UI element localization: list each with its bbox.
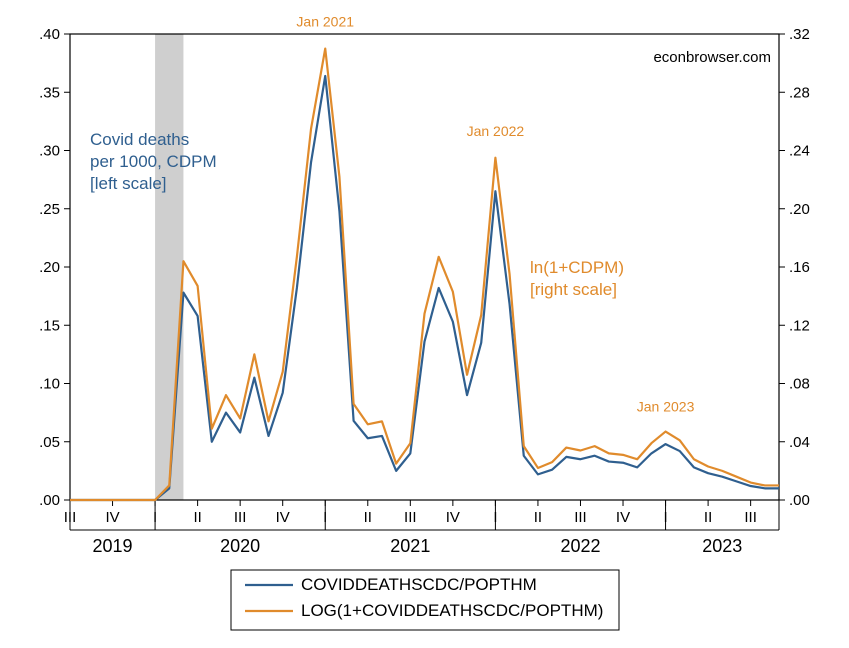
ytick-right-label: .04 xyxy=(789,434,810,451)
xtick-label: II xyxy=(193,509,201,526)
ytick-left-label: .10 xyxy=(39,376,60,393)
ytick-right-label: .16 xyxy=(789,259,810,276)
ytick-left-label: .30 xyxy=(39,143,60,160)
ytick-left-label: .15 xyxy=(39,317,60,334)
ytick-right-label: .00 xyxy=(789,492,810,509)
recession-band xyxy=(155,34,183,500)
xtick-label: IV xyxy=(616,509,630,526)
xtick-label: IV xyxy=(105,509,119,526)
xtick-label: III xyxy=(744,509,757,526)
peak-label: Jan 2022 xyxy=(467,123,525,139)
left-scale-label: per 1000, CDPM xyxy=(90,152,217,171)
xtick-label: III xyxy=(574,509,587,526)
watermark: econbrowser.com xyxy=(653,49,771,66)
ytick-right-label: .28 xyxy=(789,84,810,101)
xtick-label: II xyxy=(704,509,712,526)
ytick-left-label: .40 xyxy=(39,26,60,43)
ytick-right-label: .24 xyxy=(789,143,810,160)
xtick-label: IV xyxy=(276,509,290,526)
xtick-label: III xyxy=(234,509,247,526)
year-label: 2021 xyxy=(390,536,430,556)
ytick-left-label: .05 xyxy=(39,434,60,451)
left-scale-label: [left scale] xyxy=(90,174,167,193)
ytick-left-label: .25 xyxy=(39,201,60,218)
legend-label: LOG(1+COVIDDEATHSCDC/POPTHM) xyxy=(301,601,603,620)
chart-container: .00 .05 .10 .15 .20 .25 .30 .35 .40 .00 .04 .08 .12.… xyxy=(0,0,849,648)
chart-svg: .00 .05 .10 .15 .20 .25 .30 .35 .40 .00 .04 .08 .12.… xyxy=(0,0,849,648)
xtick-label: IV xyxy=(446,509,460,526)
left-scale-label: Covid deaths xyxy=(90,130,189,149)
ytick-left-label: .00 xyxy=(39,492,60,509)
year-label: 2019 xyxy=(93,536,133,556)
peak-label: Jan 2023 xyxy=(637,399,695,415)
ytick-right-label: .08 xyxy=(789,376,810,393)
ytick-left-label: .35 xyxy=(39,84,60,101)
ytick-left-label: .20 xyxy=(39,259,60,276)
ytick-right-label: .12 xyxy=(789,317,810,334)
right-scale-label: ln(1+CDPM) xyxy=(530,258,624,277)
year-label: 2020 xyxy=(220,536,260,556)
ytick-right-label: .32 xyxy=(789,26,810,43)
ytick-right-label: .20 xyxy=(789,201,810,218)
legend-label: COVIDDEATHSCDC/POPTHM xyxy=(301,575,537,594)
xtick-label: II xyxy=(534,509,542,526)
year-label: 2022 xyxy=(560,536,600,556)
xtick-label: III xyxy=(404,509,417,526)
right-scale-label: [right scale] xyxy=(530,280,617,299)
peak-label: Jan 2021 xyxy=(296,14,354,30)
year-label: 2023 xyxy=(702,536,742,556)
xtick-label: II xyxy=(364,509,372,526)
